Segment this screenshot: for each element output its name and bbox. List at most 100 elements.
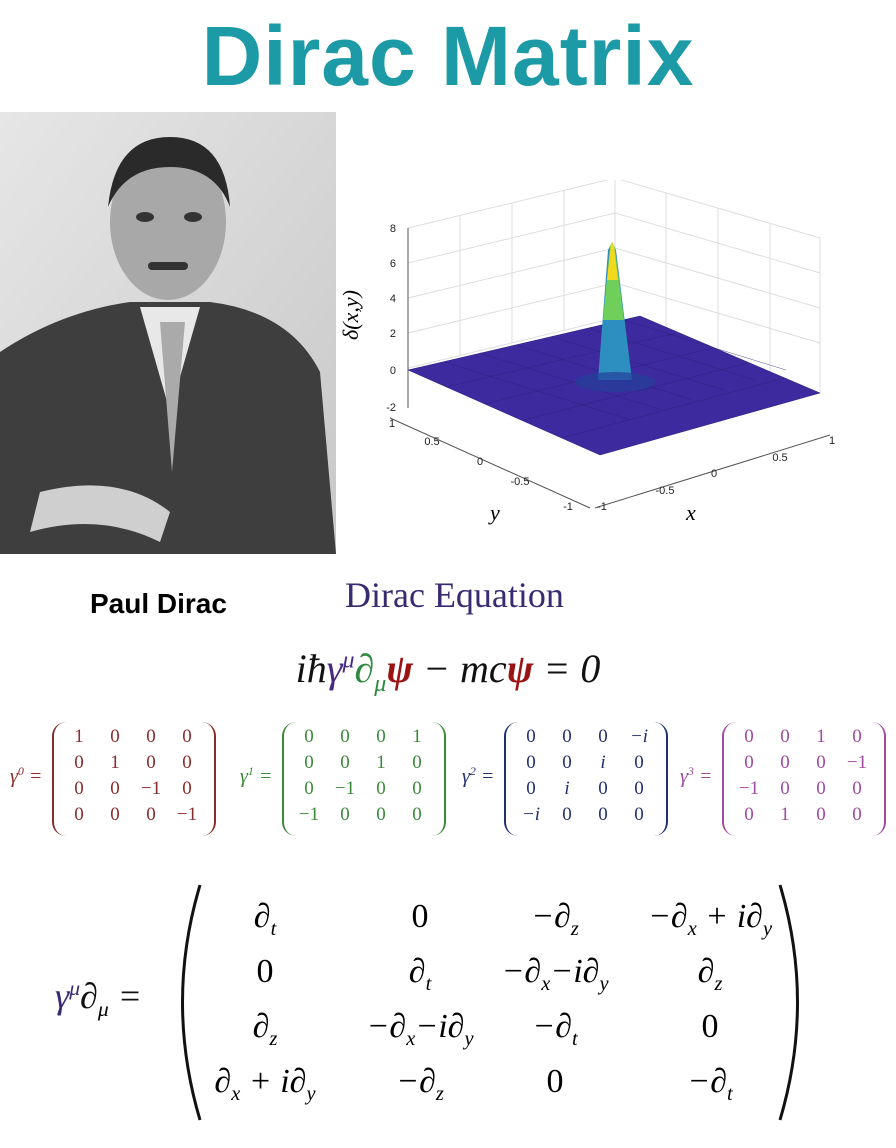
matrix-cell: i xyxy=(564,778,570,799)
equation-part: ψ xyxy=(386,646,414,691)
operator-term: −i∂ xyxy=(415,1008,465,1045)
matrix: 1 0 0 0 0 1 0 0 0 0 −1 0 0 0 0 −1 xyxy=(52,722,216,836)
peak xyxy=(603,242,624,320)
operator-term: + i∂ xyxy=(240,1063,307,1100)
matrix-cell: 0 xyxy=(146,804,156,825)
z-tick-label: 4 xyxy=(390,293,396,305)
z-tick-label: 2 xyxy=(390,328,396,340)
matrix-cell: 0 xyxy=(562,752,572,773)
matrix-cell: 0 xyxy=(780,752,790,773)
operator-term: −∂ xyxy=(531,898,571,935)
matrix-cell: 1 xyxy=(110,752,120,773)
matrix-cell: 1 xyxy=(412,726,422,747)
z-tick-label: 8 xyxy=(390,223,396,235)
matrix-cell: 0 xyxy=(340,726,350,747)
operator-subscript: x xyxy=(231,1082,241,1105)
equation-part: = 0 xyxy=(533,646,601,691)
operator-term: ∂ xyxy=(214,1063,232,1100)
operator-cell: 0 xyxy=(465,1063,645,1101)
operator-subscript: y xyxy=(599,972,609,995)
operator-cell: −∂t xyxy=(465,1008,645,1051)
equation-part: μ xyxy=(342,647,355,674)
operator-subscript: y xyxy=(306,1082,316,1105)
matrix-cell: 0 xyxy=(562,726,572,747)
matrix-cell: 0 xyxy=(340,804,350,825)
matrix-cell: 0 xyxy=(598,778,608,799)
operator-subscript: t xyxy=(572,1027,578,1050)
operator-cell: ∂t xyxy=(330,953,510,996)
operator-term: 0 xyxy=(256,953,274,990)
matrix-cell: 0 xyxy=(110,726,120,747)
x-label: x xyxy=(685,500,696,525)
matrix-cell: 0 xyxy=(780,726,790,747)
gamma-index: 3 xyxy=(687,764,694,778)
x-tick-label: 0 xyxy=(711,468,717,480)
operator-term: −∂ xyxy=(501,953,542,990)
z-tick-label: -2 xyxy=(386,402,396,414)
matrix-cell: −1 xyxy=(334,778,356,799)
matrix-cell: 0 xyxy=(110,804,120,825)
matrix-cell: 0 xyxy=(598,804,608,825)
operator-subscript: x xyxy=(687,917,697,940)
operator-term: + i∂ xyxy=(696,898,763,935)
matrix-cell: 0 xyxy=(852,726,862,747)
operator-subscript: z xyxy=(570,917,579,940)
equals: = xyxy=(253,765,273,788)
y-tick-label: 1 xyxy=(389,418,395,430)
photo-caption: Paul Dirac xyxy=(90,588,227,619)
matrix-cell: 1 xyxy=(376,752,386,773)
matrix-cell: 0 xyxy=(182,778,192,799)
z-label: δ(x,y) xyxy=(340,290,363,340)
operator-cell: 0 xyxy=(175,953,355,991)
gamma-label: γ1 = xyxy=(240,764,272,789)
matrix-cell: 0 xyxy=(376,726,386,747)
gamma-index: 2 xyxy=(469,764,476,778)
gamma-symbol: γ xyxy=(10,765,18,788)
matrix-cell: 0 xyxy=(744,804,754,825)
equation-part: iħγ xyxy=(296,646,343,691)
gamma-symbol: γ xyxy=(462,765,470,788)
equals: = xyxy=(475,765,495,788)
x-tick-label: -1 xyxy=(597,501,607,513)
operator-cell: ∂t xyxy=(175,898,355,941)
y-tick-label: 0.5 xyxy=(424,436,439,448)
matrix: 0 0 0 −i 0 0 i 0 0 i 0 0 −i 0 0 0 xyxy=(504,722,668,836)
matrix-cell: 0 xyxy=(146,726,156,747)
operator-subscript: t xyxy=(425,972,432,995)
matrix-cell: 0 xyxy=(816,778,826,799)
gamma-index: 0 xyxy=(17,764,24,778)
equation-part: γ xyxy=(326,646,343,691)
matrix-cell: 1 xyxy=(780,804,790,825)
matrix-cell: 1 xyxy=(74,726,84,747)
x-tick-label: 1 xyxy=(829,435,835,447)
matrix-cell: 0 xyxy=(110,778,120,799)
gamma-matrix: γ2 = 0 0 0 −i 0 0 i 0 0 i 0 0 −i 0 0 0 xyxy=(462,722,672,838)
y-tick-label: -0.5 xyxy=(511,476,530,488)
operator-cell: ∂z xyxy=(620,953,800,996)
equals: = xyxy=(693,765,713,788)
matrix-cell: 0 xyxy=(816,804,826,825)
gamma-symbol: γ xyxy=(240,765,248,788)
matrix-cell: 1 xyxy=(816,726,826,747)
matrix: 0 0 0 1 0 0 1 0 0 −1 0 0 −1 0 0 0 xyxy=(282,722,446,836)
operator-term: 0 xyxy=(411,898,429,935)
operator-part: = xyxy=(108,976,142,1016)
matrix-cell: −1 xyxy=(140,778,162,799)
matrix-cell: 0 xyxy=(146,752,156,773)
operator-cell: −∂x + i∂y xyxy=(620,898,800,941)
matrix-cell: 0 xyxy=(744,752,754,773)
matrix-cell: 0 xyxy=(634,804,644,825)
gamma-index: 1 xyxy=(247,764,254,778)
operator-cell: 0 xyxy=(330,898,510,936)
matrix-cell: 0 xyxy=(526,726,536,747)
operator-subscript: z xyxy=(269,1027,278,1050)
photo xyxy=(0,112,336,554)
gamma-matrix: γ0 = 1 0 0 0 0 1 0 0 0 0 −1 0 0 0 0 −1 xyxy=(10,722,220,838)
operator-subscript: x xyxy=(406,1027,416,1050)
y-label: y xyxy=(488,500,500,525)
matrix: 0 0 1 0 0 0 0 −1 −1 0 0 0 0 1 0 0 xyxy=(722,722,886,836)
operator-cell: −∂z xyxy=(330,1063,510,1106)
matrix-cell: 0 xyxy=(182,726,192,747)
matrix-cell: 0 xyxy=(412,752,422,773)
